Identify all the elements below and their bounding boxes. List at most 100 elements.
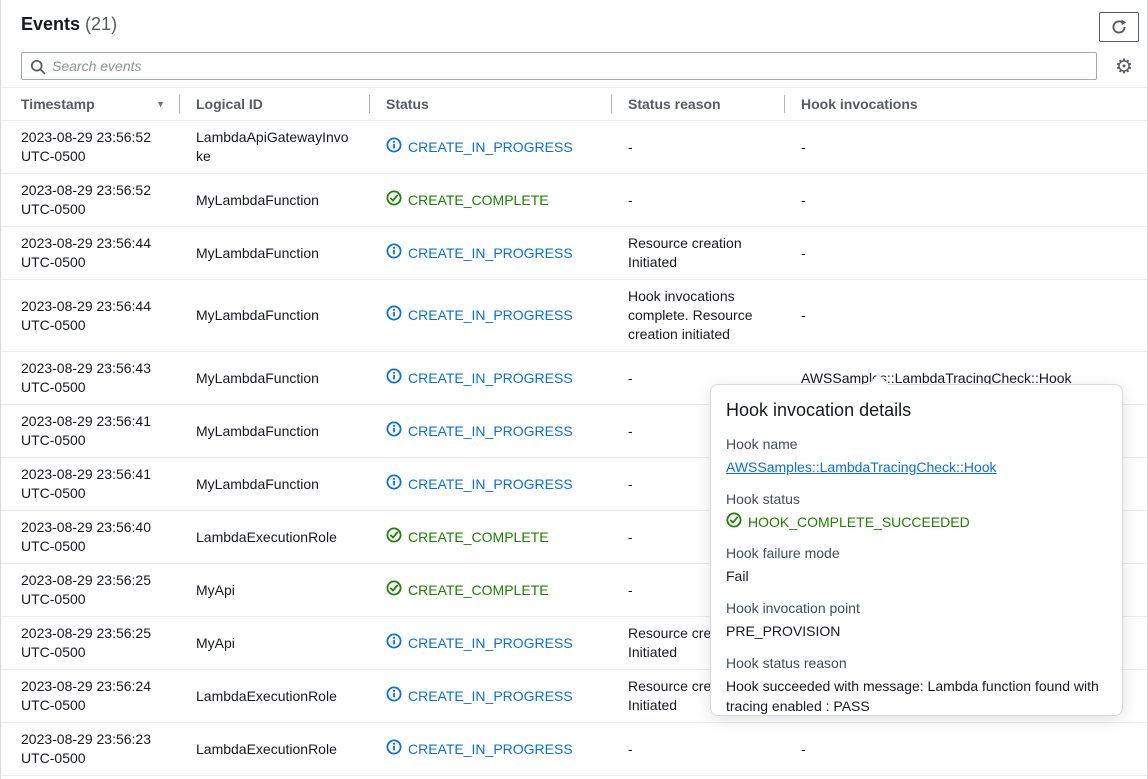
column-header-timestamp[interactable]: Timestamp ▼ [1,88,179,121]
hook-status-reason-label: Hook status reason [726,655,847,671]
hook-failure-mode-label: Hook failure mode [726,545,840,561]
cell-logical-id: MyApi [179,563,369,617]
status-in-progress-icon [386,243,402,264]
status-complete-icon [386,190,402,211]
cell-timestamp: 2023-08-29 23:56:52 UTC-0500 [1,120,179,174]
search-input[interactable] [52,53,1097,79]
preferences-gear-icon[interactable]: ⚙ [1115,54,1133,78]
status-text: CREATE_IN_PROGRESS [408,138,573,155]
cell-hook-invocations: - [784,226,1147,280]
hook-invocation-trigger[interactable]: AWSSamples::LambdaTracingCheck::Hook [801,369,1072,387]
table-header-row: Timestamp ▼ Logical ID Status Status rea… [1,88,1147,121]
cell-status: CREATE_IN_PROGRESS [369,226,611,280]
event-row: 2023-08-29 23:56:44 UTC-0500 MyLambdaFun… [1,279,1147,352]
status-badge: CREATE_IN_PROGRESS [386,474,573,495]
column-header-label: Status [386,96,429,112]
cell-logical-id: MyLambdaFunction [179,173,369,227]
cell-status: CREATE_IN_PROGRESS [369,457,611,511]
search-icon [30,59,46,78]
cell-status: CREATE_IN_PROGRESS [369,279,611,352]
hook-invocation-details-popover: Hook invocation details Hook name AWSSam… [710,373,1123,716]
cell-status [369,775,611,779]
status-text: CREATE_IN_PROGRESS [408,634,573,651]
status-text: CREATE_IN_PROGRESS [408,307,573,323]
status-text: CREATE_IN_PROGRESS [408,244,573,261]
event-row: 2023-08-29 23:56:52 UTC-0500 MyLambdaFun… [1,173,1147,227]
cell-status: CREATE_COMPLETE [369,563,611,617]
popover-title: Hook invocation details [726,400,912,420]
cell-status: CREATE_IN_PROGRESS [369,669,611,723]
sort-descending-icon[interactable]: ▼ [156,99,165,109]
column-header-logical-id: Logical ID [179,88,369,121]
hook-invocation-point-label: Hook invocation point [726,600,860,616]
cell-logical-id: MyApi [179,616,369,670]
event-row: 2023-08-29 23:56:52 UTC-0500 LambdaApiGa… [1,120,1147,174]
cell-logical-id [179,775,369,779]
status-in-progress-icon [386,368,402,389]
event-row: 2023-08-29 23:56:23 UTC-0500 LambdaExecu… [1,722,1147,776]
event-row: 2023-08-29 23:56:23 [1,775,1147,779]
events-table: Timestamp ▼ Logical ID Status Status rea… [1,88,1147,779]
page-title: Events (21) [21,12,117,36]
cell-hook-invocations: - [784,173,1147,227]
cell-timestamp: 2023-08-29 23:56:43 UTC-0500 [1,351,179,405]
status-badge: CREATE_IN_PROGRESS [386,137,573,158]
status-in-progress-icon [386,686,402,707]
cell-logical-id: LambdaExecutionRole [179,669,369,723]
search-box [21,52,1098,80]
hook-status-complete-icon [726,512,742,531]
status-badge: CREATE_COMPLETE [386,527,549,548]
status-in-progress-icon [386,633,402,654]
status-in-progress-icon [386,137,402,158]
cell-logical-id: LambdaExecutionRole [179,722,369,776]
status-text: CREATE_COMPLETE [408,581,549,598]
status-in-progress-icon [386,305,402,326]
cell-status-reason: - [611,173,784,227]
status-badge: CREATE_IN_PROGRESS [386,633,573,654]
cell-hook-invocations: - [784,279,1147,352]
cell-status-reason: - [611,120,784,174]
cell-timestamp: 2023-08-29 23:56:52 UTC-0500 [1,173,179,227]
status-in-progress-icon [386,421,402,442]
status-in-progress-icon [386,474,402,495]
hook-invocation-point-value: PRE_PROVISION [726,623,841,639]
cell-status: CREATE_IN_PROGRESS [369,404,611,458]
status-badge: CREATE_IN_PROGRESS [386,421,573,442]
column-header-label: Logical ID [196,96,263,112]
cell-status-reason: Hook invocations complete. Resource crea… [611,279,784,352]
hook-status-reason-value: Hook succeeded with message: Lambda func… [726,678,1099,714]
cell-logical-id: MyLambdaFunction [179,457,369,511]
cell-status: CREATE_COMPLETE [369,510,611,564]
refresh-button[interactable] [1099,12,1139,42]
page-title-text: Events [21,14,81,34]
hook-status-text: HOOK_COMPLETE_SUCCEEDED [748,513,970,530]
cell-status: CREATE_IN_PROGRESS [369,351,611,405]
events-count: (21) [85,14,118,34]
status-badge: CREATE_IN_PROGRESS [386,305,573,326]
cell-hook-invocations [784,775,1147,779]
cell-timestamp: 2023-08-29 23:56:41 UTC-0500 [1,404,179,458]
cell-logical-id: LambdaApiGatewayInvoke [179,120,369,174]
column-header-status-reason: Status reason [611,88,784,121]
column-header-label: Hook invocations [801,96,918,112]
cell-status-reason: - [611,722,784,776]
status-badge: CREATE_IN_PROGRESS [386,243,573,264]
status-badge: CREATE_COMPLETE [386,580,549,601]
cell-logical-id: MyLambdaFunction [179,226,369,280]
cell-timestamp: 2023-08-29 23:56:41 UTC-0500 [1,457,179,511]
cell-timestamp: 2023-08-29 23:56:25 UTC-0500 [1,616,179,670]
cell-status: CREATE_IN_PROGRESS [369,120,611,174]
cell-logical-id: LambdaExecutionRole [179,510,369,564]
hook-name-link[interactable]: AWSSamples::LambdaTracingCheck::Hook [726,459,997,475]
hook-failure-mode-value: Fail [726,568,749,584]
status-text: CREATE_IN_PROGRESS [408,422,573,439]
cell-logical-id: MyLambdaFunction [179,279,369,352]
status-badge: CREATE_IN_PROGRESS [386,368,573,389]
cell-timestamp: 2023-08-29 23:56:24 UTC-0500 [1,669,179,723]
hook-name-label: Hook name [726,436,798,452]
status-text: CREATE_IN_PROGRESS [408,475,573,492]
cell-logical-id: MyLambdaFunction [179,404,369,458]
status-text: CREATE_COMPLETE [408,528,549,545]
cell-timestamp: 2023-08-29 23:56:23 UTC-0500 [1,722,179,776]
